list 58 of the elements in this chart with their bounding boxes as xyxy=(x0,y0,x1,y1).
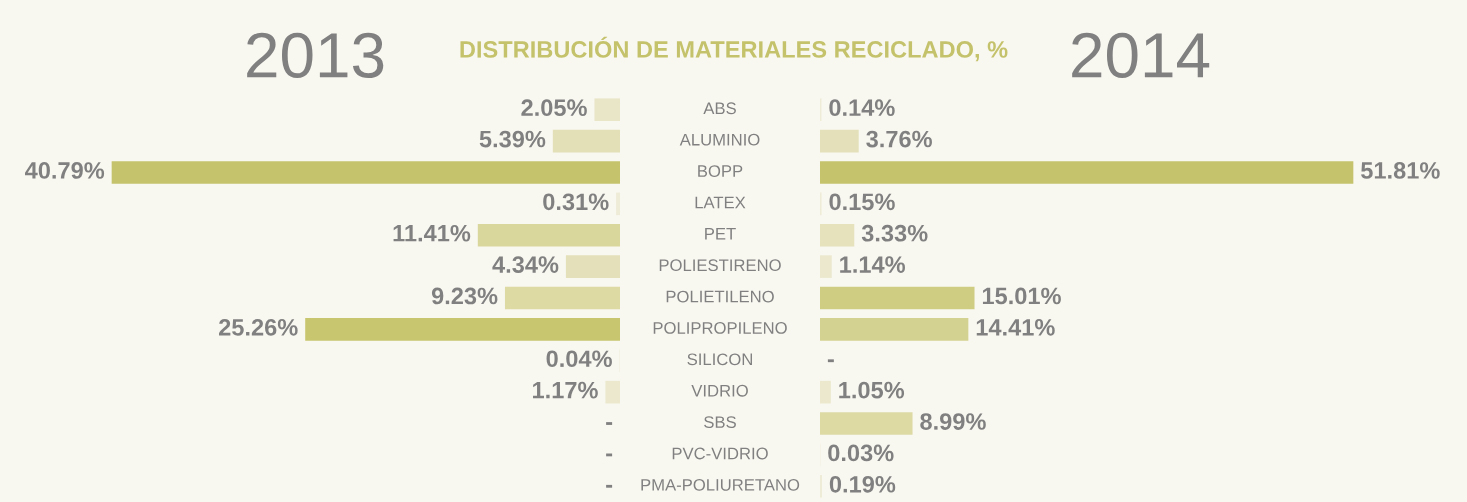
category-label: BOPP xyxy=(698,165,743,177)
bar xyxy=(820,129,859,153)
data-label: 0.15% xyxy=(829,193,895,211)
data-label: 51.81% xyxy=(1361,162,1440,179)
bar xyxy=(594,98,620,121)
bar xyxy=(820,223,855,247)
chart-title: 2014 xyxy=(1072,32,1210,78)
data-label: 4.34% xyxy=(492,256,559,273)
bar xyxy=(111,161,620,184)
bar xyxy=(605,380,620,404)
chart-title: 2013 xyxy=(247,32,384,78)
category-label: PVC-VIDRIO xyxy=(672,447,768,460)
data-label: 8.99% xyxy=(920,413,986,430)
text: DISTRIBUCIÓN DE MATERIALES RECICLADO, % xyxy=(460,36,1008,62)
data-label: 3.33% xyxy=(861,224,928,242)
data-label: 0.03% xyxy=(828,444,894,462)
category-label: SILICON xyxy=(687,353,752,366)
data-label: 15.01% xyxy=(982,287,1061,305)
bar xyxy=(477,223,620,247)
category-label: PMA-POLIURETANO xyxy=(641,478,800,491)
data-label: 25.26% xyxy=(219,319,298,336)
data-label: 5.39% xyxy=(479,130,546,148)
data-label: 11.41% xyxy=(393,224,471,242)
data-label: 9.23% xyxy=(431,287,498,305)
data-label: 0.14% xyxy=(829,99,895,117)
bar xyxy=(820,286,975,310)
category-label: POLIESTIRENO xyxy=(659,259,781,272)
text: - xyxy=(606,484,613,488)
data-label: 0.19% xyxy=(829,475,896,493)
data-label: 1.17% xyxy=(533,381,598,399)
bar xyxy=(504,286,620,310)
category-label: ALUMINIO xyxy=(679,133,760,146)
category-label: LATEX xyxy=(695,196,746,209)
data-label: 40.79% xyxy=(25,162,105,179)
data-label: 2.05% xyxy=(521,99,587,117)
bar xyxy=(820,318,969,341)
category-label: PET xyxy=(705,228,736,240)
bar xyxy=(820,412,913,435)
category-label: POLIETILENO xyxy=(666,290,774,303)
text: - xyxy=(606,422,613,425)
category-label: ABS xyxy=(703,102,736,115)
bar xyxy=(820,161,1354,184)
data-label: 0.04% xyxy=(546,350,612,368)
bar xyxy=(552,129,620,153)
bar xyxy=(565,255,620,278)
category-label: POLIPROPILENO xyxy=(653,322,787,334)
data-label: 0.31% xyxy=(543,193,609,211)
bar xyxy=(820,255,832,278)
data-label: 14.41% xyxy=(976,319,1055,336)
bar xyxy=(305,318,620,341)
data-label: 1.14% xyxy=(840,256,906,273)
text: - xyxy=(827,359,834,363)
data-label: 3.76% xyxy=(866,130,932,148)
bar xyxy=(820,380,831,404)
data-label: 1.05% xyxy=(839,381,905,399)
text: - xyxy=(606,453,613,457)
category-label: SBS xyxy=(704,416,736,429)
category-label: VIDRIO xyxy=(691,384,748,397)
